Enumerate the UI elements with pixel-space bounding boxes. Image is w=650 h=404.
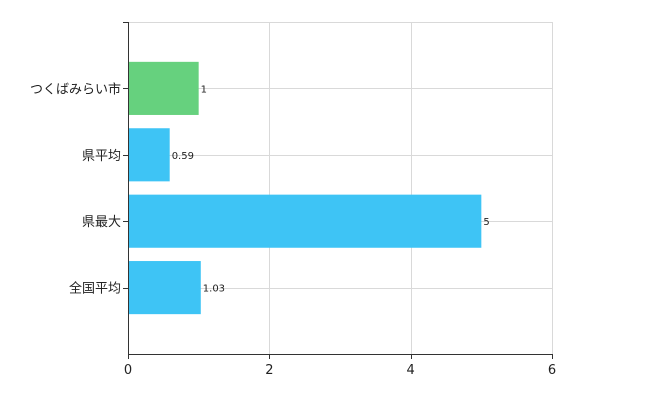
data-label-4: 1.03 [203, 284, 225, 295]
y-tick-label-2: 県平均 [82, 149, 121, 164]
data-label-1: 1 [201, 84, 207, 95]
y-tick-label-4: 全国平均 [69, 281, 121, 297]
data-label-2: 0.59 [172, 151, 194, 162]
y-tick-label-1: つくばみらい市 [30, 81, 121, 97]
x-tick-label: 2 [265, 363, 273, 378]
x-tick-label: 0 [124, 363, 132, 378]
bar-3 [128, 194, 482, 248]
data-label-3: 5 [483, 217, 489, 228]
y-tick-label-3: 県最大 [82, 215, 121, 230]
bar-1 [128, 61, 199, 115]
bar-2 [128, 128, 170, 182]
bar-4 [128, 261, 201, 315]
x-tick-label: 6 [548, 363, 556, 378]
x-tick-label: 4 [407, 363, 415, 378]
